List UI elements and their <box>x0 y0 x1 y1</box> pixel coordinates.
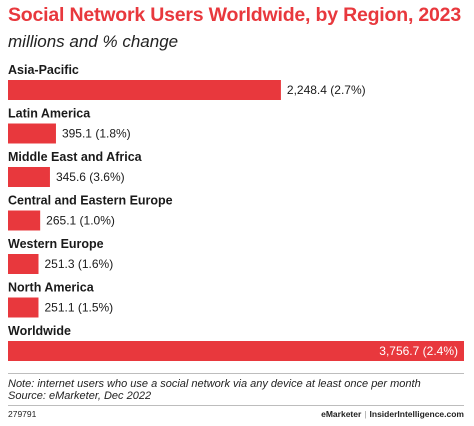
bar-worldwide <box>8 341 464 361</box>
bar-asia-pacific <box>8 80 281 100</box>
category-label-central-and-eastern-europe: Central and Eastern Europe <box>8 194 173 208</box>
category-label-middle-east-and-africa: Middle East and Africa <box>8 150 143 164</box>
chart-subtitle: millions and % change <box>8 32 179 51</box>
category-label-worldwide: Worldwide <box>8 324 71 338</box>
category-label-latin-america: Latin America <box>8 107 91 121</box>
bar-central-and-eastern-europe <box>8 210 41 231</box>
category-label-north-america: North America <box>8 281 95 295</box>
value-label-middle-east-and-africa: 345.6 (3.6%) <box>56 170 125 184</box>
footer-divider <box>8 405 464 406</box>
brand-credit: eMarketer | InsiderIntelligence.com <box>321 409 464 419</box>
bar-middle-east-and-africa <box>8 167 50 187</box>
value-label-western-europe: 251.3 (1.6%) <box>45 257 114 271</box>
bar-western-europe <box>8 254 39 274</box>
brand-name: eMarketer <box>321 409 362 419</box>
brand-site: InsiderIntelligence.com <box>369 409 464 419</box>
category-label-asia-pacific: Asia-Pacific <box>8 63 79 77</box>
value-label-north-america: 251.1 (1.5%) <box>44 301 113 315</box>
bar-north-america <box>8 297 39 318</box>
value-label-central-and-eastern-europe: 265.1 (1.0%) <box>46 214 115 228</box>
brand-separator: | <box>364 409 367 419</box>
chart-source: Source: eMarketer, Dec 2022 <box>8 390 152 402</box>
bar-chart: Asia-Pacific 2,248.4 (2.7%) Latin America 3… <box>8 63 464 361</box>
chart-note: Note: internet users who use a social ne… <box>8 378 421 390</box>
category-label-western-europe: Western Europe <box>8 237 104 251</box>
bar-latin-america <box>8 123 56 144</box>
chart-title: Social Network Users Worldwide, by Regio… <box>8 4 461 26</box>
value-label-worldwide: 3,756.7 (2.4%) <box>379 344 458 358</box>
chart-id: 279791 <box>8 409 37 419</box>
notes-divider <box>8 373 464 374</box>
value-label-latin-america: 395.1 (1.8%) <box>62 127 131 141</box>
value-label-asia-pacific: 2,248.4 (2.7%) <box>287 83 366 97</box>
